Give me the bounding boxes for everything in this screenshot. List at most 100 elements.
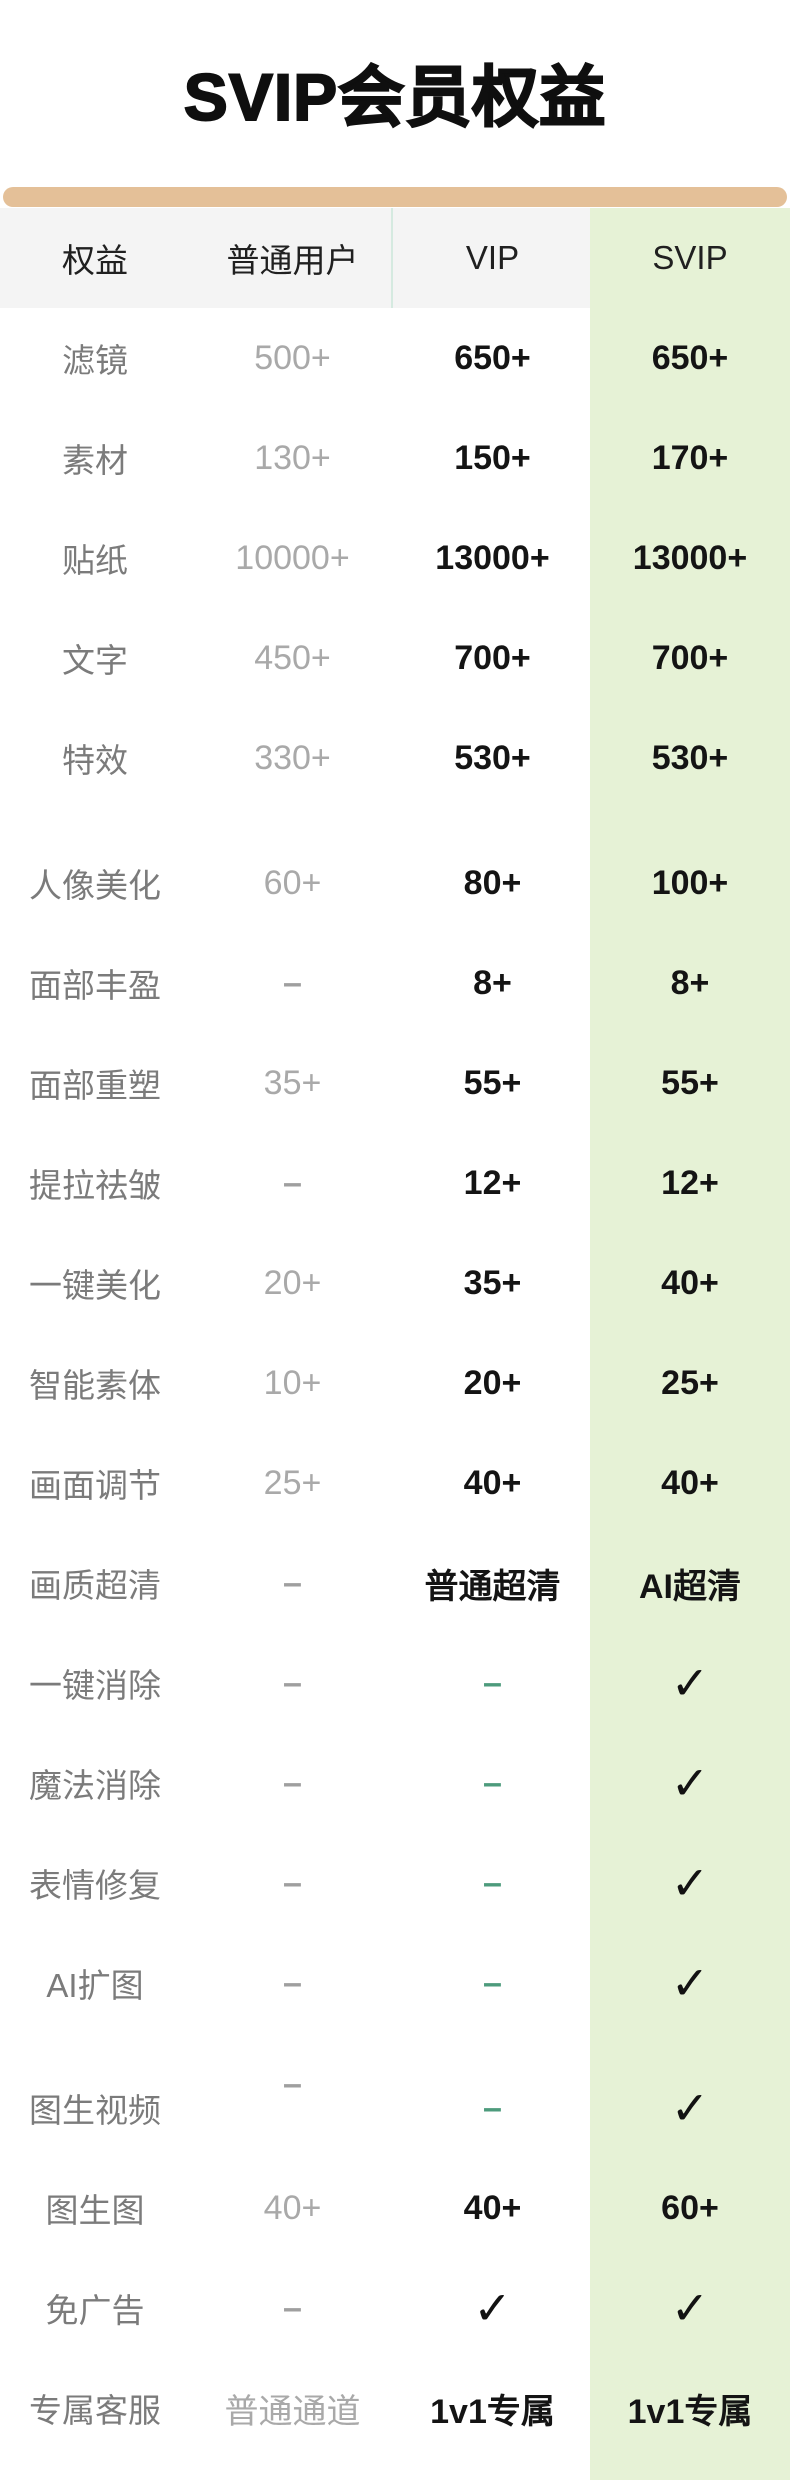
vip-value: – <box>483 1663 502 1702</box>
svip-value: 55+ <box>661 1063 719 1102</box>
benefit-label: 一键美化 <box>29 1267 161 1304</box>
free-user-value: 60+ <box>263 863 322 902</box>
table-row: 面部丰盈 – 8+ 8+ <box>0 933 790 1033</box>
free-user-value: – <box>283 963 302 1002</box>
benefit-label: 专属客服 <box>29 2392 161 2429</box>
table-row: 一键消除 – – ✓ <box>0 1633 790 1733</box>
vip-value: – <box>483 1763 502 1802</box>
vip-value: 150+ <box>454 438 531 477</box>
vip-value: – <box>483 2088 502 2127</box>
free-user-value: 330+ <box>254 738 331 777</box>
benefit-label: 图生视频 <box>29 2092 161 2129</box>
table-row: 画质超清 – 普通超清 AI超清 <box>0 1533 790 1633</box>
svip-value: 60+ <box>661 2188 719 2227</box>
svip-value: 13000+ <box>632 538 748 577</box>
vip-value: 20+ <box>463 1363 522 1402</box>
free-user-value: 130+ <box>254 438 331 477</box>
table-row: 表情修复 – – ✓ <box>0 1833 790 1933</box>
benefit-label: AI扩图 <box>46 1967 144 2004</box>
vip-value: – <box>483 1963 502 2002</box>
table-row: AI扩图 – – ✓ <box>0 1933 790 2033</box>
free-user-value: 500+ <box>254 338 331 377</box>
header-column-divider <box>391 208 393 308</box>
table-row: 提拉祛皱 – 12+ 12+ <box>0 1133 790 1233</box>
svip-value: 650+ <box>651 338 729 377</box>
free-user-value: – <box>283 1163 302 1202</box>
benefit-label: 素材 <box>62 442 128 479</box>
table-row: 特效 330+ 530+ 530+ <box>0 708 790 808</box>
table-row: 免广告 – ✓ ✓ <box>0 2258 790 2358</box>
vip-value: 530+ <box>454 738 531 777</box>
vip-value: 12+ <box>463 1163 522 1202</box>
benefit-label: 提拉祛皱 <box>29 1167 161 1204</box>
benefit-label: 特效 <box>62 742 128 779</box>
table-row: 滤镜 500+ 650+ 650+ <box>0 308 790 408</box>
vip-value: 13000+ <box>435 538 550 577</box>
table-row: 贴纸 10000+ 13000+ 13000+ <box>0 508 790 608</box>
free-user-value: 450+ <box>254 638 331 677</box>
vip-value: 650+ <box>454 338 531 377</box>
svip-value: AI超清 <box>639 1567 741 1606</box>
header-vip: VIP <box>465 239 520 276</box>
svip-value: ✓ <box>670 1857 710 1909</box>
free-user-value: 普通通道 <box>224 2392 361 2431</box>
free-user-value: 40+ <box>263 2188 322 2227</box>
svip-value: 700+ <box>651 638 729 677</box>
table-row: 专属客服 普通通道 1v1专属 1v1专属 <box>0 2358 790 2458</box>
svip-value: ✓ <box>670 1757 710 1809</box>
free-user-value: 10000+ <box>235 538 350 577</box>
header-svip: SVIP <box>652 239 728 276</box>
header-benefit: 权益 <box>62 242 128 279</box>
benefit-label: 画质超清 <box>29 1567 161 1604</box>
header-free-user: 普通用户 <box>226 242 359 279</box>
svip-value: 1v1专属 <box>627 2392 753 2431</box>
table-row: 图生视频 – – ✓ <box>0 2058 790 2158</box>
svip-value: 40+ <box>661 1263 719 1302</box>
vip-value: ✓ <box>473 2282 512 2334</box>
vip-value: 1v1专属 <box>430 2392 555 2431</box>
vip-value: 40+ <box>463 1463 522 1502</box>
svip-value: 25+ <box>661 1363 719 1402</box>
table-row: 人像美化 60+ 80+ 100+ <box>0 833 790 933</box>
table-header-row: 权益 普通用户 VIP SVIP <box>0 208 790 308</box>
svip-value: ✓ <box>670 2082 710 2134</box>
benefit-label: 一键消除 <box>29 1667 161 1704</box>
free-user-value: – <box>283 1763 302 1802</box>
svip-column-highlight <box>590 208 790 2480</box>
free-user-value: – <box>283 1863 302 1902</box>
svip-value: 530+ <box>651 738 729 777</box>
table-row: 一键美化 20+ 35+ 40+ <box>0 1233 790 1333</box>
free-user-value: – <box>283 1563 302 1602</box>
table-row: 魔法消除 – – ✓ <box>0 1733 790 1833</box>
benefit-label: 免广告 <box>45 2292 145 2329</box>
header-background <box>0 208 590 308</box>
free-user-value: – <box>283 2288 302 2327</box>
benefit-label: 贴纸 <box>62 542 128 579</box>
free-user-value: – <box>283 1963 302 2002</box>
table-row: 图生图 40+ 40+ 60+ <box>0 2158 790 2258</box>
benefit-label: 图生图 <box>45 2192 145 2229</box>
vip-value: 35+ <box>463 1263 522 1302</box>
svip-value: 170+ <box>651 438 729 477</box>
benefit-label: 智能素体 <box>29 1367 161 1404</box>
table-row: 素材 130+ 150+ 170+ <box>0 408 790 508</box>
free-user-value: – <box>283 1663 302 1702</box>
benefit-label: 画面调节 <box>29 1467 161 1504</box>
benefit-label: 魔法消除 <box>29 1767 161 1804</box>
svip-value: 100+ <box>651 863 729 902</box>
svip-value: ✓ <box>670 2282 710 2334</box>
page-title: SVIP会员权益 <box>183 60 607 134</box>
svip-value: 40+ <box>661 1463 719 1502</box>
svip-value: ✓ <box>670 1657 710 1709</box>
benefits-table: 权益 普通用户 VIP SVIP 滤镜 500+ 650+ 650+ 素材 13… <box>0 208 790 2480</box>
vip-value: – <box>483 1863 502 1902</box>
vip-value: 80+ <box>463 863 522 902</box>
accent-divider-bar <box>3 187 787 207</box>
vip-value: 8+ <box>473 963 512 1002</box>
vip-value: 40+ <box>463 2188 522 2227</box>
table-row: 画面调节 25+ 40+ 40+ <box>0 1433 790 1533</box>
benefit-label: 面部丰盈 <box>29 967 161 1004</box>
benefit-label: 表情修复 <box>29 1867 161 1904</box>
vip-value: 700+ <box>454 638 531 677</box>
